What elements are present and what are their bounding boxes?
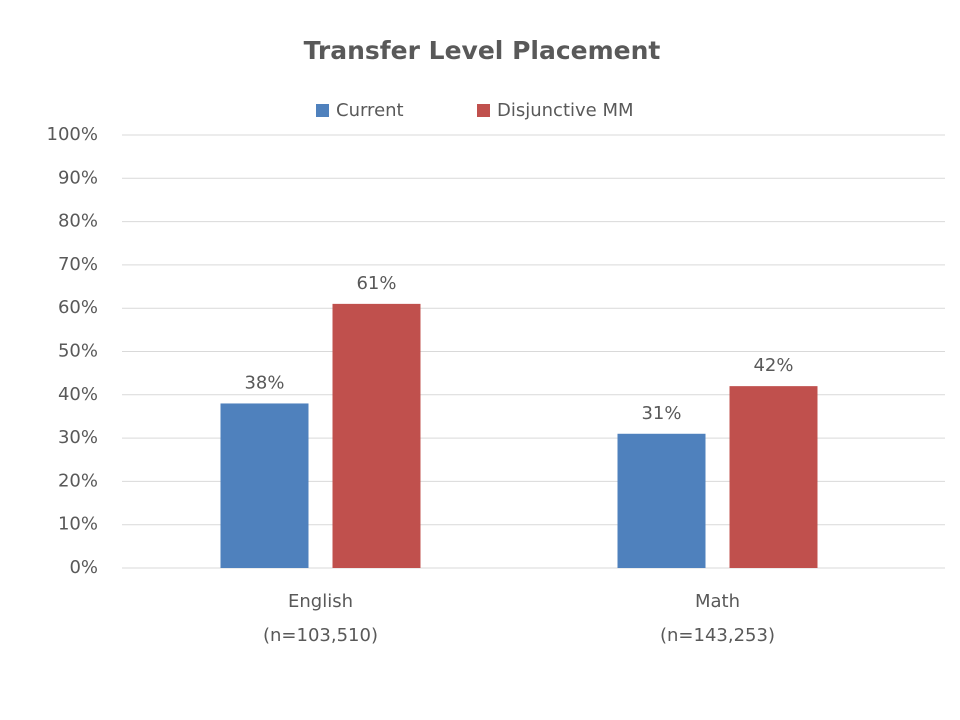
- data-label: 61%: [356, 273, 396, 294]
- bar: [729, 386, 818, 568]
- y-tick-label: 10%: [58, 514, 98, 535]
- legend-label: Disjunctive MM: [497, 100, 634, 121]
- x-tick-label: (n=143,253): [660, 625, 775, 646]
- data-label: 38%: [244, 372, 284, 393]
- x-tick-label: English: [288, 591, 353, 612]
- bar: [617, 433, 706, 568]
- x-tick-label: (n=103,510): [263, 625, 378, 646]
- bar: [332, 303, 421, 568]
- y-tick-label: 90%: [58, 167, 98, 188]
- bar: [220, 403, 309, 568]
- x-tick-label: Math: [695, 591, 740, 612]
- y-tick-label: 100%: [47, 124, 98, 145]
- y-tick-label: 70%: [58, 254, 98, 275]
- data-label: 42%: [753, 355, 793, 376]
- y-tick-label: 30%: [58, 427, 98, 448]
- y-tick-label: 50%: [58, 341, 98, 362]
- legend-swatch: [477, 104, 490, 117]
- y-tick-label: 40%: [58, 384, 98, 405]
- chart-title: Transfer Level Placement: [304, 36, 661, 65]
- data-label: 31%: [641, 403, 681, 424]
- y-tick-label: 0%: [69, 557, 98, 578]
- y-tick-label: 20%: [58, 470, 98, 491]
- legend-swatch: [316, 104, 329, 117]
- y-tick-label: 60%: [58, 297, 98, 318]
- y-tick-label: 80%: [58, 211, 98, 232]
- legend-label: Current: [336, 100, 404, 121]
